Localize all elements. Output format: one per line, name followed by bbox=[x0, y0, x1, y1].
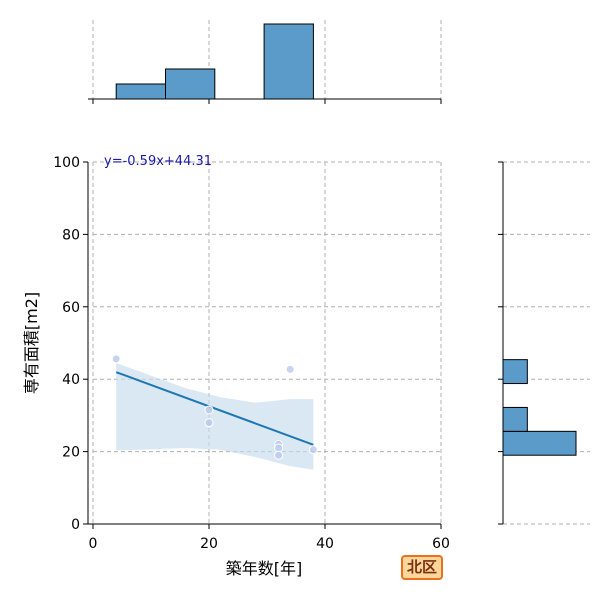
regression-equation: y=-0.59x+44.31 bbox=[104, 154, 212, 169]
x-tick-label: 60 bbox=[432, 536, 450, 552]
y-tick-label: 80 bbox=[62, 227, 80, 243]
top-hist-bar bbox=[165, 68, 216, 100]
y-axis-label: 専有面積[m2] bbox=[22, 292, 41, 394]
data-point bbox=[274, 450, 284, 460]
right-hist-bar bbox=[502, 406, 528, 432]
data-point bbox=[111, 354, 121, 364]
y-tick-label: 0 bbox=[71, 517, 80, 533]
y-tick-label: 40 bbox=[62, 372, 80, 388]
data-point bbox=[204, 418, 214, 428]
x-tick-label: 0 bbox=[89, 536, 98, 552]
x-tick-label: 40 bbox=[316, 536, 334, 552]
regression-line bbox=[115, 371, 314, 446]
right-histogram bbox=[498, 161, 590, 525]
top-hist-bar bbox=[263, 23, 314, 100]
right-hist-bar bbox=[502, 359, 528, 385]
main-scatter-plot: 0 20 40 60 0 20 40 60 80 100 bbox=[53, 155, 450, 552]
x-tick-label: 20 bbox=[200, 536, 218, 552]
right-hist-bar bbox=[502, 430, 577, 456]
data-point bbox=[204, 405, 214, 415]
top-hist-bar bbox=[115, 83, 166, 100]
top-histogram bbox=[88, 20, 442, 104]
y-tick-label: 60 bbox=[62, 300, 80, 316]
y-tick-label: 20 bbox=[62, 445, 80, 461]
data-point bbox=[308, 445, 318, 455]
x-axis-label: 築年数[年] bbox=[226, 559, 303, 578]
data-point bbox=[285, 364, 295, 374]
region-badge: 北区 bbox=[401, 555, 443, 580]
y-tick-label: 100 bbox=[53, 155, 80, 171]
